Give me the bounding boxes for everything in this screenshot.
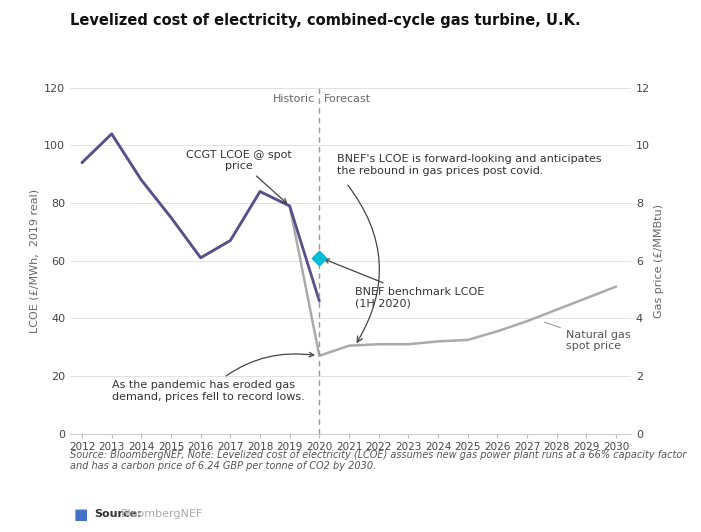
Text: CCGT LCOE @ spot
price: CCGT LCOE @ spot price: [186, 149, 292, 203]
Text: Forecast: Forecast: [324, 94, 371, 104]
Y-axis label: LCOE (£/MWh,  2019 real): LCOE (£/MWh, 2019 real): [30, 189, 40, 332]
Text: Source: BloombergNEF, Note: Levelized cost of electricity (LCOE) assumes new gas: Source: BloombergNEF, Note: Levelized co…: [70, 450, 686, 471]
Point: [314, 254, 325, 262]
Text: Levelized cost of electricity, combined-cycle gas turbine, U.K.: Levelized cost of electricity, combined-…: [70, 13, 580, 28]
Text: Natural gas
spot price: Natural gas spot price: [545, 322, 630, 352]
Y-axis label: Gas price (£/MMBtu): Gas price (£/MMBtu): [654, 204, 664, 318]
Text: As the pandemic has eroded gas
demand, prices fell to record lows.: As the pandemic has eroded gas demand, p…: [111, 352, 314, 402]
Text: ■: ■: [74, 507, 88, 522]
Text: Historic: Historic: [273, 94, 315, 104]
Text: BNEF's LCOE is forward-looking and anticipates
the rebound in gas prices post co: BNEF's LCOE is forward-looking and antic…: [337, 154, 601, 176]
Text: Source:: Source:: [95, 510, 142, 519]
Text: BloombergNEF: BloombergNEF: [121, 510, 203, 519]
Text: BNEF benchmark LCOE
(1H 2020): BNEF benchmark LCOE (1H 2020): [325, 259, 484, 308]
